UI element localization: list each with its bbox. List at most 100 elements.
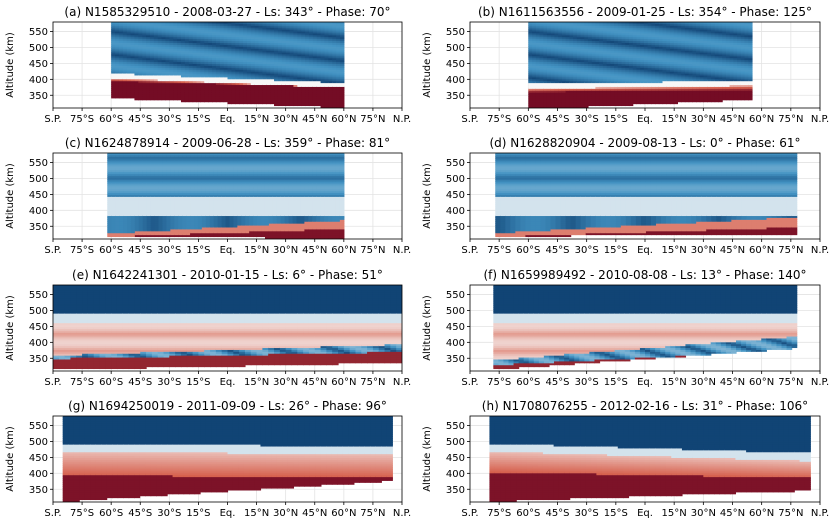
x-tick-label: 60°N (331, 245, 356, 256)
x-tick-label: S.P. (461, 114, 478, 125)
x-tick-label: 75°S (487, 377, 511, 388)
x-tick-label: 45°N (302, 508, 327, 519)
x-tick-label: 75°S (70, 377, 94, 388)
x-tick-label: 60°N (331, 377, 356, 388)
x-tick-label: N.P. (811, 377, 829, 388)
panel-title: (c) N1624878914 - 2009-06-28 - Ls: 359° … (65, 136, 390, 150)
y-tick-label: 550 (29, 290, 48, 301)
y-tick-label: 500 (446, 437, 465, 448)
x-tick-label: 75°S (70, 508, 94, 519)
x-tick-label: 15°N (662, 114, 687, 125)
panel-b: (b) N1611563556 - 2009-01-25 - Ls: 354° … (422, 5, 829, 125)
x-tick-label: S.P. (461, 508, 478, 519)
y-tick-label: 450 (446, 190, 465, 201)
y-tick-label: 350 (29, 222, 48, 233)
x-tick-label: 75°S (70, 245, 94, 256)
x-tick-label: 15°S (186, 114, 210, 125)
y-axis-label: Altitude (km) (5, 426, 16, 492)
x-tick-label: 60°S (516, 114, 540, 125)
x-tick-label: 45°S (128, 377, 152, 388)
panel-e: (e) N1642241301 - 2010-01-15 - Ls: 6° - … (5, 268, 411, 388)
y-tick-label: 400 (29, 206, 48, 217)
panel-d: (d) N1628820904 - 2009-08-13 - Ls: 0° - … (422, 136, 829, 256)
x-tick-label: 15°S (186, 508, 210, 519)
x-tick-label: 75°N (778, 377, 803, 388)
x-tick-label: 30°S (575, 508, 599, 519)
x-tick-label: 30°S (575, 377, 599, 388)
x-tick-label: 15°N (662, 245, 687, 256)
y-tick-label: 350 (29, 485, 48, 496)
panel-g: (g) N1694250019 - 2011-09-09 - Ls: 26° -… (5, 399, 411, 519)
x-tick-label: 30°S (575, 245, 599, 256)
x-tick-label: 15°N (244, 508, 269, 519)
x-tick-label: S.P. (44, 508, 61, 519)
x-tick-label: Eq. (220, 508, 236, 519)
x-tick-label: 45°N (302, 114, 327, 125)
x-tick-label: 30°N (691, 508, 716, 519)
heatmap (53, 285, 402, 370)
y-tick-label: 550 (29, 421, 48, 432)
heatmap (62, 416, 393, 502)
x-tick-label: Eq. (220, 114, 236, 125)
panel-h: (h) N1708076255 - 2012-02-16 - Ls: 31° -… (422, 399, 829, 519)
x-tick-label: 75°N (778, 508, 803, 519)
x-tick-label: 45°S (128, 114, 152, 125)
x-tick-label: 75°N (360, 245, 385, 256)
x-tick-label: N.P. (393, 377, 411, 388)
x-tick-label: 75°S (487, 508, 511, 519)
y-tick-label: 550 (29, 27, 48, 38)
x-tick-label: 45°S (545, 377, 569, 388)
x-tick-label: 45°S (545, 114, 569, 125)
x-tick-label: 75°S (487, 114, 511, 125)
heatmap (111, 22, 345, 108)
x-tick-label: 45°S (545, 508, 569, 519)
y-tick-label: 500 (29, 437, 48, 448)
x-tick-label: Eq. (637, 508, 653, 519)
x-tick-label: 60°N (749, 508, 774, 519)
x-tick-label: 45°N (720, 377, 745, 388)
x-tick-label: 60°S (99, 114, 123, 125)
x-tick-label: S.P. (44, 245, 61, 256)
x-tick-label: S.P. (461, 377, 478, 388)
y-tick-label: 450 (446, 453, 465, 464)
x-tick-label: 15°S (604, 508, 628, 519)
x-tick-label: 15°N (244, 245, 269, 256)
x-tick-label: 60°N (749, 114, 774, 125)
y-tick-label: 400 (29, 75, 48, 86)
x-tick-label: 60°N (749, 245, 774, 256)
y-tick-label: 550 (446, 421, 465, 432)
y-tick-label: 400 (446, 75, 465, 86)
x-tick-label: 15°S (604, 114, 628, 125)
x-tick-label: 30°S (575, 114, 599, 125)
x-tick-label: 15°S (186, 245, 210, 256)
x-tick-label: Eq. (637, 114, 653, 125)
x-tick-label: 75°N (778, 114, 803, 125)
y-tick-label: 350 (29, 354, 48, 365)
y-tick-label: 550 (446, 158, 465, 169)
heatmap (495, 153, 798, 238)
y-tick-label: 500 (29, 306, 48, 317)
x-tick-label: N.P. (811, 245, 829, 256)
y-tick-label: 500 (446, 43, 465, 54)
x-tick-label: 75°S (70, 114, 94, 125)
y-tick-label: 500 (446, 174, 465, 185)
y-axis-label: Altitude (km) (5, 163, 16, 229)
x-tick-label: 75°N (360, 508, 385, 519)
y-tick-label: 400 (446, 338, 465, 349)
y-tick-label: 400 (446, 206, 465, 217)
y-axis-label: Altitude (km) (422, 295, 433, 361)
y-tick-label: 550 (29, 158, 48, 169)
x-tick-label: Eq. (220, 377, 236, 388)
x-tick-label: 15°S (186, 377, 210, 388)
x-tick-label: 30°S (157, 508, 181, 519)
x-tick-label: 60°S (516, 377, 540, 388)
y-tick-label: 400 (29, 338, 48, 349)
x-tick-label: 45°N (720, 245, 745, 256)
heatmap (489, 416, 811, 502)
x-tick-label: 75°N (360, 114, 385, 125)
y-tick-label: 350 (29, 91, 48, 102)
x-tick-label: S.P. (44, 114, 61, 125)
panel-title: (b) N1611563556 - 2009-01-25 - Ls: 354° … (478, 5, 812, 19)
heatmap (493, 285, 798, 370)
x-tick-label: Eq. (637, 245, 653, 256)
